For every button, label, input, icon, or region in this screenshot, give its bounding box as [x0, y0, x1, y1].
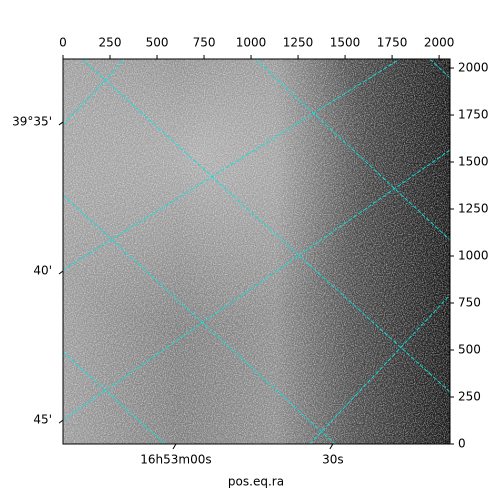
right-tick-label: 1750	[458, 108, 489, 122]
top-tick-label: 750	[193, 36, 216, 50]
dec-tick	[58, 270, 64, 275]
dec-tick	[58, 419, 64, 424]
right-tick-label: 250	[458, 390, 481, 404]
dec-tick	[58, 121, 64, 126]
ra-tick-label: 16h53m00s	[140, 453, 211, 467]
wcs-grid	[63, 59, 450, 444]
top-tick-label: 1750	[377, 36, 408, 50]
top-tick-label: 1250	[283, 36, 314, 50]
right-tick-label: 1250	[458, 202, 489, 216]
image	[63, 59, 450, 444]
x-axis-label: pos.eq.ra	[228, 475, 284, 489]
dec-tick-label: 40'	[33, 264, 52, 278]
dec-tick-label: 45'	[33, 413, 52, 427]
ra-tick-label: 30s	[322, 453, 344, 467]
right-tick-label: 750	[458, 296, 481, 310]
top-tick-label: 500	[146, 36, 169, 50]
dec-tick-label: 39°35'	[12, 114, 52, 128]
right-tick-label: 1000	[458, 249, 489, 263]
top-tick-label: 1500	[330, 36, 361, 50]
right-tick-label: 0	[458, 437, 466, 451]
right-tick-label: 2000	[458, 61, 489, 75]
top-tick-label: 1000	[236, 36, 267, 50]
top-tick-label: 250	[99, 36, 122, 50]
frame	[62, 58, 451, 445]
top-tick-label: 0	[59, 36, 67, 50]
ra-tick	[172, 443, 177, 450]
top-tick-label: 2000	[424, 36, 455, 50]
right-tick-label: 1500	[458, 155, 489, 169]
right-tick-label: 500	[458, 343, 481, 357]
ra-tick	[329, 443, 334, 450]
